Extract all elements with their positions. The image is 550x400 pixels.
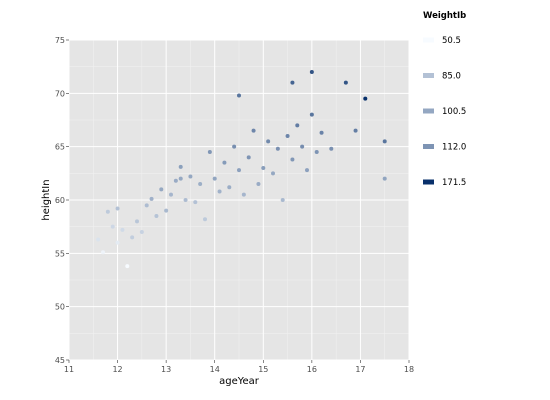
data-point bbox=[212, 176, 217, 181]
x-tick-label: 13 bbox=[161, 365, 171, 374]
data-points bbox=[96, 70, 387, 269]
data-point bbox=[319, 130, 324, 135]
data-point bbox=[232, 144, 237, 149]
x-ticks: 11 12 13 14 15 16 17 18 bbox=[64, 360, 414, 374]
legend-key bbox=[423, 73, 434, 78]
data-point bbox=[246, 155, 251, 160]
y-tick-label: 50 bbox=[55, 303, 65, 312]
y-tick-label: 60 bbox=[55, 196, 65, 205]
data-point bbox=[188, 174, 193, 179]
x-tick-label: 12 bbox=[112, 365, 122, 374]
data-point bbox=[227, 185, 232, 190]
data-point bbox=[203, 217, 207, 222]
y-tick-label: 55 bbox=[55, 249, 65, 258]
data-point bbox=[101, 250, 105, 255]
legend-key bbox=[423, 108, 434, 114]
data-point bbox=[193, 200, 198, 205]
legend-label: 112.0 bbox=[442, 143, 466, 153]
y-tick-label: 70 bbox=[55, 89, 65, 98]
data-point bbox=[164, 208, 169, 213]
data-point bbox=[159, 187, 164, 192]
legend-label: 50.5 bbox=[442, 36, 461, 46]
data-point bbox=[285, 134, 290, 138]
data-point bbox=[169, 192, 173, 197]
x-tick-label: 11 bbox=[64, 365, 74, 374]
data-point bbox=[110, 224, 115, 229]
x-tick-label: 17 bbox=[355, 365, 365, 374]
y-axis-title: heightIn bbox=[41, 179, 52, 220]
data-point bbox=[120, 227, 125, 232]
data-point bbox=[295, 123, 300, 128]
data-point bbox=[237, 168, 241, 173]
data-point bbox=[363, 96, 368, 101]
data-point bbox=[309, 70, 314, 74]
data-point bbox=[353, 128, 358, 133]
data-point bbox=[130, 235, 135, 240]
x-tick-label: 14 bbox=[210, 365, 220, 374]
data-point bbox=[280, 198, 285, 202]
data-point bbox=[178, 164, 183, 169]
data-point bbox=[105, 209, 110, 214]
data-point bbox=[251, 128, 256, 133]
data-point bbox=[198, 182, 203, 186]
data-point bbox=[300, 144, 305, 149]
data-point bbox=[217, 189, 222, 194]
data-point bbox=[125, 264, 130, 269]
data-point bbox=[139, 230, 144, 234]
x-tick-label: 16 bbox=[307, 365, 317, 374]
data-point bbox=[149, 196, 154, 201]
data-point bbox=[266, 139, 271, 144]
grid bbox=[68, 39, 410, 361]
y-tick-label: 75 bbox=[55, 36, 65, 45]
legend-label: 85.0 bbox=[442, 72, 461, 82]
legend-label: 100.5 bbox=[442, 107, 466, 117]
data-point bbox=[343, 80, 348, 85]
data-point bbox=[237, 93, 241, 98]
data-point bbox=[271, 171, 275, 176]
x-tick-label: 18 bbox=[404, 365, 414, 374]
y-tick-label: 45 bbox=[55, 356, 65, 365]
data-point bbox=[314, 150, 319, 154]
data-point bbox=[183, 198, 188, 202]
legend-key bbox=[423, 37, 434, 43]
data-point bbox=[178, 176, 183, 181]
data-point bbox=[135, 219, 139, 224]
legend-title: WeightIb bbox=[423, 11, 466, 21]
data-point bbox=[382, 176, 387, 181]
data-point bbox=[115, 240, 120, 245]
x-tick-label: 15 bbox=[258, 365, 268, 374]
data-point bbox=[154, 214, 159, 218]
data-point bbox=[275, 146, 280, 151]
y-ticks: 45 50 55 60 65 70 75 bbox=[55, 36, 69, 365]
data-point bbox=[382, 139, 387, 144]
data-point bbox=[207, 150, 212, 154]
data-point bbox=[290, 80, 295, 85]
data-point bbox=[305, 168, 309, 173]
x-axis-title: ageYear bbox=[219, 376, 260, 387]
data-point bbox=[329, 146, 334, 151]
data-point bbox=[241, 192, 246, 197]
legend-key bbox=[423, 179, 434, 185]
y-tick-label: 65 bbox=[55, 143, 65, 152]
data-point bbox=[173, 178, 178, 183]
data-point bbox=[144, 203, 149, 208]
legend: WeightIb 50.5 85.0 100.5 112.0 171.5 bbox=[423, 11, 466, 188]
data-point bbox=[256, 182, 261, 186]
legend-key bbox=[423, 144, 434, 149]
data-point bbox=[96, 237, 101, 242]
data-point bbox=[309, 112, 314, 117]
data-point bbox=[115, 206, 120, 211]
legend-label: 171.5 bbox=[442, 178, 466, 188]
data-point bbox=[290, 157, 295, 162]
data-point bbox=[222, 160, 227, 165]
data-point bbox=[261, 166, 266, 170]
